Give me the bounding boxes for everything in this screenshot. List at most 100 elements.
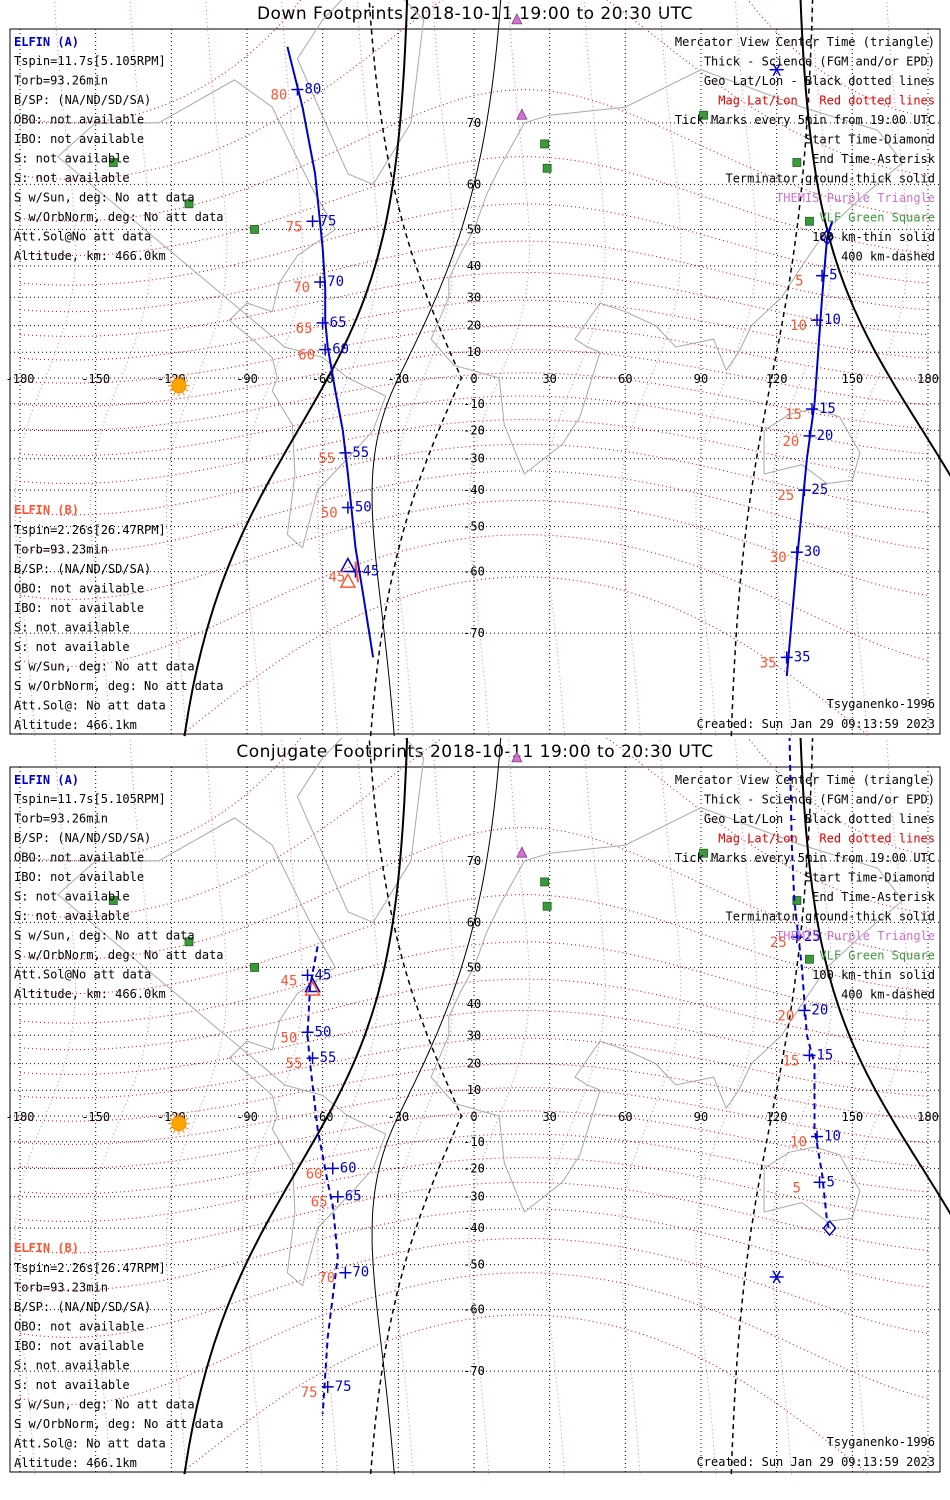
track-tick-label-a: 15 — [819, 401, 836, 417]
y-tick-label: -50 — [463, 1258, 485, 1272]
elfin-b-info-line: S: not available — [14, 640, 130, 654]
elfin-a-info-line: Att.Sol@No att data — [14, 230, 151, 244]
elfin-a-info-line: B/SP: (NA/ND/SD/SA) — [14, 93, 151, 107]
mag-latitude-line — [19, 240, 929, 313]
y-tick-label: -40 — [463, 1221, 485, 1235]
terminator-ground-east — [799, 0, 950, 478]
elfin-b-info-line: S w/Sun, deg: No att data — [14, 660, 195, 674]
track-tick-label-b: 45 — [281, 973, 298, 989]
legend-line: Mercator View Center Time (triangle) — [675, 35, 935, 49]
elfin-a-header: ELFIN (A) — [14, 35, 79, 49]
track-tick-label-a: 5 — [827, 1174, 835, 1190]
elfin-a-info-line: S: not available — [14, 152, 130, 166]
vlf-square — [699, 848, 708, 858]
coastline — [763, 1146, 861, 1223]
y-tick-label: -30 — [463, 452, 485, 466]
x-tick-label: -30 — [387, 372, 409, 386]
y-tick-label: 20 — [467, 1057, 481, 1071]
created-timestamp: Created: Sun Jan 29 09:13:59 2023 — [697, 1455, 935, 1469]
panel-title-conjugate: Conjugate Footprints 2018-10-11 19:00 to… — [236, 742, 714, 762]
elfin-a-info-line: Altitude, km: 466.0km — [14, 987, 166, 1001]
markers — [108, 750, 837, 1284]
y-tick-label: -70 — [463, 626, 485, 640]
track-tick-label-a: 50 — [315, 1024, 332, 1040]
elfin-b-header: ELFIN (B) — [14, 503, 79, 517]
legend-line: THEMIS Purple Triangle — [776, 929, 935, 943]
y-tick-label: -30 — [463, 1190, 485, 1204]
x-tick-label: 90 — [694, 372, 708, 386]
x-tick-label: 150 — [841, 1110, 863, 1124]
track-tick-label-b: 70 — [293, 280, 310, 296]
sun-disc — [171, 378, 187, 394]
y-tick-label: -40 — [463, 483, 485, 497]
mag-latitude-line — [19, 443, 929, 516]
elfin-a-info-line: S: not available — [14, 890, 130, 904]
coastline — [296, 738, 425, 924]
terminator-100km — [371, 0, 502, 737]
y-tick-label: 10 — [467, 1083, 481, 1097]
legend-line: VLF Green Square — [819, 949, 935, 963]
track-tick-label-b: 30 — [760, 738, 777, 739]
y-tick-label: 50 — [467, 222, 481, 236]
track-tick-label-b: 80 — [270, 88, 287, 104]
elfin-b-info-line: S w/OrbNorm, deg: No att data — [14, 679, 224, 693]
track-tick-label-a: 20 — [811, 1002, 828, 1018]
elfin-a-info-line: S w/Sun, deg: No att data — [14, 929, 195, 943]
panel-title-down: Down Footprints 2018-10-11 19:00 to 20:3… — [256, 4, 694, 24]
track-tick-label-b: 65 — [296, 321, 313, 337]
x-tick-label: -60 — [312, 1110, 334, 1124]
elfin-a-info-line: Altitude, km: 466.0km — [14, 249, 166, 263]
vlf-square — [542, 163, 552, 173]
mag-latitude-line — [19, 299, 929, 361]
vlf-square — [108, 896, 118, 905]
vlf-square — [540, 139, 550, 149]
sun-icon — [167, 1112, 190, 1135]
y-tick-label: 10 — [467, 345, 481, 359]
elfin-a-info-line: Tspin=11.7s[5.105RPM] — [14, 792, 166, 806]
track-tick-label-b: 50 — [321, 506, 338, 522]
created-timestamp: Created: Sun Jan 29 09:13:59 2023 — [697, 717, 935, 731]
vlf-square — [805, 954, 814, 964]
elfin-b-info-line: S w/OrbNorm, deg: No att data — [14, 1417, 224, 1431]
x-tick-label: 0 — [470, 372, 477, 386]
terminator-400km-east — [730, 0, 814, 737]
vlf-square — [184, 199, 194, 209]
legend-line: Geo Lat/Lon - Black dotted lines — [704, 812, 935, 826]
coastline — [296, 0, 425, 186]
y-tick-label: 70 — [467, 854, 481, 868]
elfin-b-track — [354, 561, 359, 583]
track-tick-label-b: 75 — [286, 219, 303, 235]
elfin-b-info-line: Tspin=2.26s[26.47RPM] — [14, 523, 166, 537]
legend-line: 100 km-thin solid — [812, 230, 935, 244]
center-time-triangle — [339, 572, 357, 588]
track-tick-label-a: 45 — [362, 564, 379, 580]
elfin-a-track: 45 45 50 50 55 55 60 60 65 65 70 70 75 75 — [281, 946, 369, 1415]
x-tick-label: 90 — [694, 1110, 708, 1124]
elfin-a-info-line: S: not available — [14, 909, 130, 923]
track-tick-label-b: 75 — [301, 1385, 318, 1401]
elfin-a-track: 80 80 75 75 70 70 65 65 60 60 55 55 50 50 45 45 — [270, 46, 379, 658]
elfin-a-track: 35 35 30 30 25 25 20 20 15 15 10 10 5 5 — [760, 220, 841, 677]
elfin-a-info-line: S: not available — [14, 171, 130, 185]
x-tick-label: 180 — [917, 372, 939, 386]
elfin-a-info-line: S w/OrbNorm, deg: No att data — [14, 210, 224, 224]
info-text: ELFIN (A) Tspin=11.7s[5.105RPM] Torb=93.26… — [14, 35, 935, 732]
track-tick-label-b: 15 — [782, 1053, 799, 1069]
track-tick-label-b: 10 — [790, 318, 807, 334]
mag-latitude-line — [19, 978, 929, 1051]
legend-line: 400 km-dashed — [841, 988, 935, 1002]
track-tick-label-a: 25 — [811, 482, 828, 498]
elfin-b-info-line: IBO: not available — [14, 601, 144, 615]
y-tick-label: 50 — [467, 960, 481, 974]
track-tick-label-a: 10 — [824, 312, 841, 328]
model-name: Tsyganenko-1996 — [827, 697, 935, 711]
elfin-b-info-line: Altitude: 466.1km — [14, 718, 137, 732]
x-tick-label: 180 — [917, 1110, 939, 1124]
asterisk-stroke — [772, 1270, 781, 1284]
legend-line: Thick - Science (FGM and/or EPD) — [704, 793, 935, 807]
track-tick-label-b: 50 — [281, 1030, 298, 1046]
y-tick-label: -20 — [463, 1161, 485, 1175]
legend: Mercator View Center Time (triangle) Thic… — [675, 773, 936, 1002]
track-tick-label-a: 75 — [335, 1379, 352, 1395]
terminator-400km-west — [368, 0, 463, 737]
